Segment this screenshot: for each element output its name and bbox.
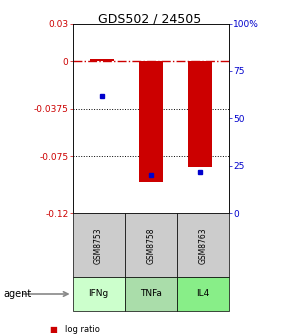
Text: agent: agent (3, 289, 31, 299)
Text: GSM8763: GSM8763 (198, 227, 208, 264)
Text: IL4: IL4 (196, 290, 210, 298)
Bar (125, 213, 177, 277)
Bar (177, 277, 229, 311)
Bar (72, 277, 125, 311)
Text: GSM8753: GSM8753 (94, 227, 103, 264)
Text: GSM8758: GSM8758 (146, 227, 155, 263)
Bar (125, 277, 177, 311)
Bar (177, 213, 229, 277)
Text: log ratio: log ratio (65, 325, 100, 334)
Bar (72, 213, 125, 277)
Bar (139, 61, 163, 182)
Text: TNFa: TNFa (140, 290, 162, 298)
Text: GDS502 / 24505: GDS502 / 24505 (98, 13, 201, 26)
Text: ■: ■ (49, 325, 57, 334)
Text: IFNg: IFNg (88, 290, 109, 298)
Bar (188, 61, 212, 167)
Bar (90, 59, 114, 61)
